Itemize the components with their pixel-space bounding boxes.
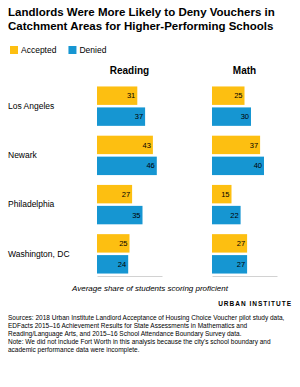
data-label: 15 <box>221 190 229 199</box>
text-line: academic performance data were incomplet… <box>8 346 140 354</box>
data-label: 46 <box>146 161 154 170</box>
legend: Accepted Denied <box>10 45 107 55</box>
legend-swatch <box>10 46 18 54</box>
data-label: 35 <box>132 211 140 220</box>
title: Landlords Were More Likely to Deny Vouch… <box>8 6 275 32</box>
data-label: 31 <box>127 91 135 100</box>
bar-accepted <box>97 234 130 252</box>
bar-denied <box>97 206 143 224</box>
data-label: 27 <box>237 260 245 269</box>
bar-denied <box>212 255 247 273</box>
data-labels: 31 43 27 25 37 46 35 24 <box>118 91 155 269</box>
y-tick-label: Philadelphia <box>8 199 55 209</box>
legend-label: Denied <box>79 45 106 55</box>
y-axis: Los Angeles Newark Philadelphia Washington,… <box>8 101 70 259</box>
text-line: Note: We did not include Fort Worth in t… <box>8 338 271 346</box>
bars <box>97 86 157 273</box>
sources: Sources: 2018 Urban Institute Landlord A… <box>8 314 285 338</box>
x-axis <box>98 276 163 277</box>
panel-0: Reading 31 43 27 25 37 46 35 24 Los Angeles Newark… <box>8 65 163 277</box>
bar-accepted <box>212 234 247 252</box>
panel-title: Reading <box>110 65 149 76</box>
x-axis-line <box>213 276 278 277</box>
bar-denied <box>212 157 264 175</box>
data-labels: 25 37 15 27 30 40 22 27 <box>221 91 262 269</box>
logo: URBAN INSTITUTE <box>218 300 292 307</box>
legend-label: Accepted <box>21 45 57 55</box>
y-tick: Philadelphia <box>8 199 55 209</box>
bar-accepted <box>212 185 232 203</box>
figure: Landlords Were More Likely to Deny Vouch… <box>0 0 300 387</box>
data-label: 25 <box>234 91 242 100</box>
y-tick: Washington, DC <box>8 249 70 259</box>
data-label: 27 <box>237 239 245 248</box>
text-line: EDFacts 2015–16 Achievement Results for … <box>8 322 248 329</box>
text-line: Landlords Were More Likely to Deny Vouch… <box>8 6 275 18</box>
bar-denied <box>97 107 145 125</box>
data-label: 25 <box>119 239 127 248</box>
data-label: 37 <box>250 141 258 150</box>
bar-denied <box>212 107 251 125</box>
bar-denied <box>97 157 157 175</box>
bar-denied <box>97 255 128 273</box>
x-label: Average share of students scoring profic… <box>71 284 229 293</box>
text-line: Sources: 2018 Urban Institute Landlord A… <box>8 314 285 322</box>
bar-accepted <box>97 86 137 104</box>
y-tick-label: Washington, DC <box>8 249 70 259</box>
data-label: 37 <box>135 112 143 121</box>
panel-title: Math <box>233 65 256 76</box>
bar-accepted <box>97 185 132 203</box>
bar-accepted <box>97 136 153 154</box>
bars <box>212 86 264 273</box>
data-label: 27 <box>122 190 130 199</box>
text-line: Catchment Areas for Higher-Performing Sc… <box>8 20 273 32</box>
text-line: Reading/Language Arts, and 2015–16 Schoo… <box>8 330 242 338</box>
y-tick: Newark <box>8 150 38 160</box>
data-label: 22 <box>230 211 238 220</box>
x-axis <box>213 276 278 277</box>
x-axis-line <box>98 276 163 277</box>
panel-1: Math 25 37 15 27 30 40 22 27 <box>212 65 278 277</box>
data-label: 30 <box>241 112 249 121</box>
legend-swatch <box>68 46 76 54</box>
data-label: 24 <box>118 260 126 269</box>
bar-accepted <box>212 86 245 104</box>
bar-denied <box>212 206 241 224</box>
data-label: 43 <box>143 141 151 150</box>
bar-accepted <box>212 136 260 154</box>
data-label: 40 <box>254 161 262 170</box>
note: Note: We did not include Fort Worth in t… <box>8 338 271 354</box>
y-tick: Los Angeles <box>8 101 54 111</box>
y-tick-label: Los Angeles <box>8 101 54 111</box>
y-tick-label: Newark <box>8 150 38 160</box>
